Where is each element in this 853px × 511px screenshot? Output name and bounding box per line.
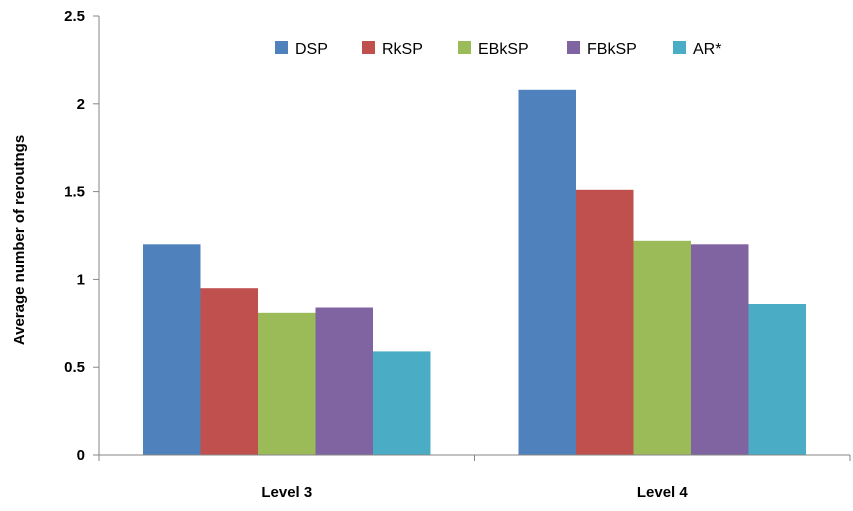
legend-label: AR*: [693, 41, 721, 58]
bar-ar-level-4: [748, 304, 806, 455]
bar-ar-level-3: [373, 351, 431, 455]
legend-swatch: [458, 41, 471, 54]
legend-label: DSP: [295, 41, 328, 58]
y-axis-title: Average number of reroutngs: [11, 135, 28, 345]
y-tick-label: 2: [77, 96, 85, 113]
y-tick-label: 0.5: [64, 359, 85, 376]
y-tick-label: 1: [77, 271, 85, 288]
bar-dsp-level-3: [143, 244, 201, 455]
legend-swatch: [275, 41, 288, 54]
bar-ebksp-level-3: [258, 312, 316, 455]
y-tick-label: 2.5: [64, 8, 85, 25]
bar-fbksp-level-3: [315, 307, 373, 455]
x-tick-label: Level 3: [261, 484, 312, 501]
legend-label: RkSP: [382, 41, 423, 58]
legend-label: EBkSP: [478, 41, 529, 58]
bar-ebksp-level-4: [633, 240, 691, 455]
legend-swatch: [673, 41, 686, 54]
x-tick-label: Level 4: [637, 484, 689, 501]
bar-dsp-level-4: [518, 89, 576, 456]
legend-label: FBkSP: [587, 41, 637, 58]
bar-rksp-level-3: [200, 288, 258, 455]
legend-swatch: [362, 41, 375, 54]
y-tick-label: 0: [77, 447, 85, 464]
axes: Level 3 Level 4 0 0.5 1 1.5 2 2.5: [64, 8, 851, 501]
plot-area: [143, 89, 806, 456]
legend-swatch: [567, 41, 580, 54]
bar-fbksp-level-4: [691, 244, 749, 455]
legend: DSP RkSP EBkSP FBkSP AR*: [275, 41, 721, 58]
bar-rksp-level-4: [576, 189, 634, 456]
y-tick-label: 1.5: [64, 184, 85, 201]
